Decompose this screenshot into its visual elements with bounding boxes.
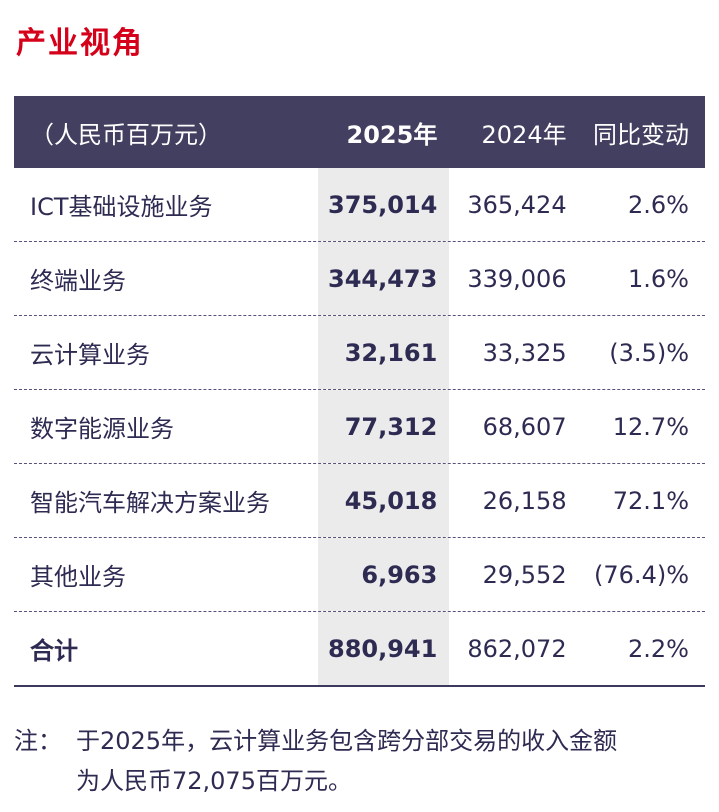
footnote-line1: 于2025年，云计算业务包含跨分部交易的收入金额	[76, 727, 618, 755]
table-row: ICT基础设施业务 375,014 365,424 2.6%	[14, 168, 705, 241]
value-2024: 365,424	[467, 190, 567, 219]
value-2025: 344,473	[318, 242, 450, 315]
row-label: 智能汽车解决方案业务	[30, 489, 270, 517]
row-label: 终端业务	[30, 267, 126, 295]
row-label: 其他业务	[30, 563, 126, 591]
footnote-prefix: 注：	[14, 727, 62, 755]
table-row: 终端业务 344,473 339,006 1.6%	[14, 241, 705, 315]
value-2025: 375,014	[318, 168, 450, 241]
table-row: 数字能源业务 77,312 68,607 12.7%	[14, 389, 705, 463]
row-label: 云计算业务	[30, 341, 150, 369]
value-2025: 77,312	[318, 390, 450, 463]
value-2025: 45,018	[318, 464, 450, 537]
value-change: (76.4)%	[594, 560, 689, 589]
value-change: 2.6%	[628, 190, 689, 219]
header-unit-label: （人民币百万元）	[30, 120, 222, 149]
value-2025: 6,963	[318, 538, 450, 611]
value-2024: 29,552	[482, 560, 567, 589]
value-change: 72.1%	[612, 486, 689, 515]
header-col-2025: 2025年	[346, 120, 438, 149]
total-value-2024: 862,072	[467, 634, 567, 663]
total-value-change: 2.2%	[628, 634, 689, 663]
total-value-2025: 880,941	[318, 612, 450, 685]
header-col-change: 同比变动	[593, 120, 689, 149]
industry-revenue-table: （人民币百万元） 2025年 2024年 同比变动 ICT基础设施业务 375,…	[14, 96, 705, 687]
table-row: 云计算业务 32,161 33,325 (3.5)%	[14, 315, 705, 389]
table-row: 其他业务 6,963 29,552 (76.4)%	[14, 537, 705, 611]
value-2025: 32,161	[318, 316, 450, 389]
value-change: (3.5)%	[609, 338, 689, 367]
footnote-text: 于2025年，云计算业务包含跨分部交易的收入金额 为人民币72,075百万元。	[76, 721, 705, 801]
value-2024: 339,006	[467, 264, 567, 293]
value-change: 1.6%	[628, 264, 689, 293]
value-2024: 33,325	[482, 338, 567, 367]
table-row: 智能汽车解决方案业务 45,018 26,158 72.1%	[14, 463, 705, 537]
table-header-row: （人民币百万元） 2025年 2024年 同比变动	[14, 96, 705, 168]
value-change: 12.7%	[612, 412, 689, 441]
header-col-2024: 2024年	[481, 120, 567, 149]
row-label: ICT基础设施业务	[30, 193, 213, 221]
table-total-row: 合计 880,941 862,072 2.2%	[14, 611, 705, 687]
page-title: 产业视角	[16, 26, 144, 61]
total-label: 合计	[30, 637, 78, 665]
value-2024: 26,158	[482, 486, 567, 515]
footnote: 注： 于2025年，云计算业务包含跨分部交易的收入金额 为人民币72,075百万…	[14, 721, 705, 801]
footnote-line2: 为人民币72,075百万元。	[76, 767, 352, 795]
row-label: 数字能源业务	[30, 415, 174, 443]
value-2024: 68,607	[482, 412, 567, 441]
